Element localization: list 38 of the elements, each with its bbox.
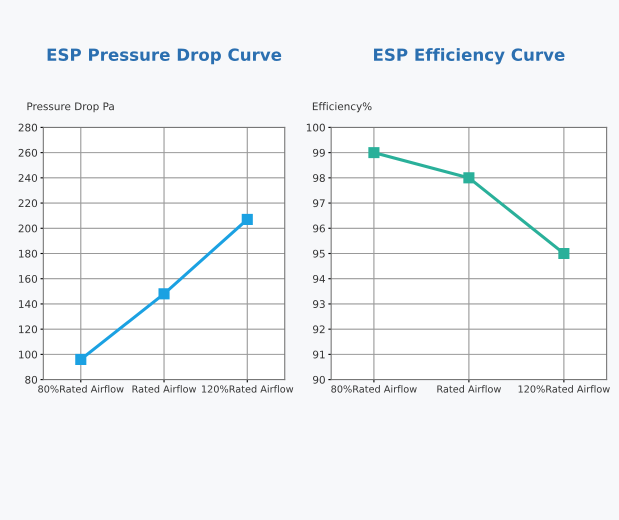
y-tick-label: 280 [18,124,38,132]
y-tick-label: 98 [313,174,325,182]
y-tick-label: 180 [19,250,38,258]
y-tick-label: 90 [313,376,325,384]
point [368,147,380,158]
y-tick-label: 200 [18,224,38,232]
x-tick-label: Rated Airflow [132,385,196,393]
y-tick-label: 160 [19,274,38,283]
y-tick-label: 220 [18,199,38,208]
point [463,172,474,184]
y-axis-title: Pressure Drop Pa [27,102,114,112]
y-tick-label: 240 [18,174,38,182]
chart-title: ESP Efficiency Curve [374,48,564,64]
y-tick-label: 99 [313,148,325,157]
x-tick-label: 120%Rated Airflow [202,385,294,393]
y-tick-label: 95 [313,250,325,258]
x-tick-label: Rated Airflow [437,385,501,393]
point [75,354,86,365]
point [242,214,253,226]
y-tick-label: 100 [19,350,38,358]
y-tick-label: 92 [313,325,325,334]
y-tick-label: 93 [313,300,325,308]
point [158,288,170,300]
y-tick-label: 96 [313,224,325,232]
y-tick-label: 97 [313,199,325,208]
point [558,248,570,260]
x-tick-label: 80%Rated Airflow [331,385,417,393]
y-tick-label: 91 [313,350,325,358]
y-tick-label: 100 [306,124,325,132]
y-tick-label: 260 [18,148,38,157]
x-tick-label: 80%Rated Airflow [38,385,124,393]
y-tick-label: 120 [19,325,38,334]
x-tick-label: 120%Rated Airflow [518,385,610,393]
y-tick-label: 140 [19,300,38,308]
chart-title: ESP Pressure Drop Curve [48,48,282,64]
y-tick-label: 94 [313,274,326,283]
y-axis-title: Efficiency% [312,102,372,112]
y-tick-label: 80 [25,376,38,384]
